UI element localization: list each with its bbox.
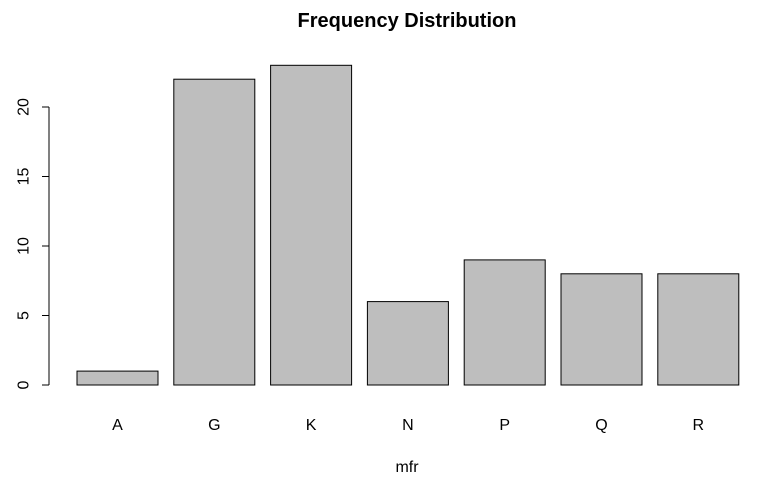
chart-title: Frequency Distribution [298,10,517,32]
x-tick-label: N [402,417,414,434]
y-tick-label: 20 [16,98,33,116]
bar-R [657,273,740,386]
y-axis: 0 5 10 15 20 [16,98,50,389]
x-tick-label: K [306,417,317,434]
x-tick-label: R [693,417,705,434]
x-tick-label: Q [595,417,607,434]
bar-K [270,64,353,386]
y-tick-label: 10 [16,237,33,255]
bar-A [76,370,159,386]
y-tick-label: 5 [16,311,33,320]
x-tick-label: A [112,417,123,434]
x-tick-label: P [499,417,510,434]
y-tick-label: 0 [16,380,33,389]
bar-Q [560,273,643,386]
bars-group [76,64,740,386]
bar-P [463,259,546,386]
bar-N [366,301,449,386]
x-axis-label: mfr [395,459,419,476]
bar-G [173,78,256,386]
x-tick-label: G [208,417,220,434]
y-tick-label: 15 [16,168,33,186]
